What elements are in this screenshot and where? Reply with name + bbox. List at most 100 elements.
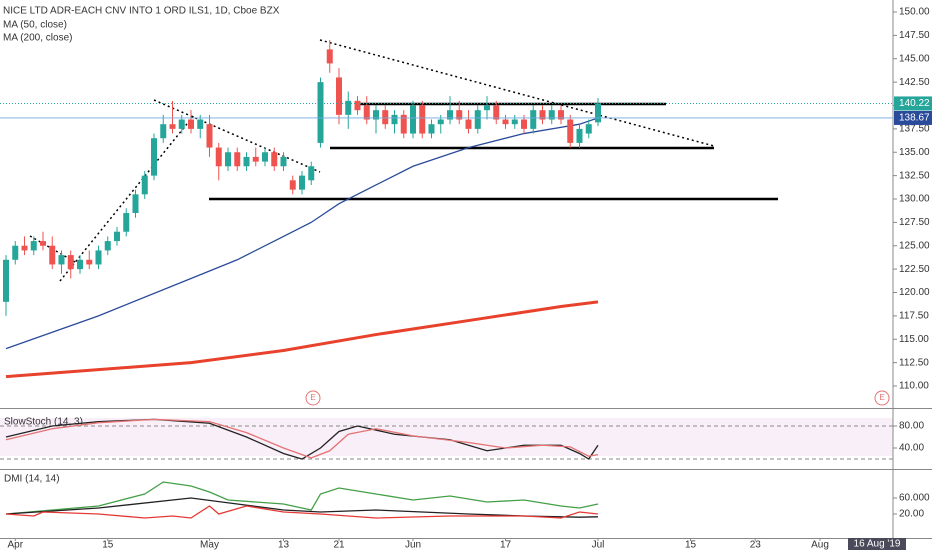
- candle-body: [400, 114, 407, 134]
- candle-body: [280, 156, 287, 167]
- y-tick-label: 132.50: [899, 170, 930, 181]
- drawings: [29, 39, 778, 282]
- cursor-date: 16 Aug '19: [854, 539, 901, 550]
- indicator-label: MA (50, close): [3, 20, 67, 31]
- y-tick-label: 117.50: [899, 311, 929, 322]
- x-tick-label: May: [200, 540, 219, 550]
- y-tick-label: 137.50: [899, 124, 930, 135]
- earnings-marker[interactable]: [305, 390, 321, 406]
- candle-body: [382, 110, 389, 125]
- candle-body: [141, 175, 148, 195]
- y-tick-label: 20.00: [899, 509, 924, 520]
- candle-body: [178, 119, 185, 129]
- y-tick-label: 80.00: [899, 421, 924, 432]
- candle-body: [289, 180, 296, 190]
- candle-body: [104, 241, 111, 251]
- candle-body: [132, 194, 139, 214]
- indicator-label: MA (200, close): [3, 33, 72, 44]
- candle-body: [95, 250, 102, 265]
- trend-line: [319, 39, 715, 147]
- candle-body: [326, 49, 333, 64]
- candle-body: [595, 103, 601, 123]
- x-tick-label: 21: [333, 540, 345, 550]
- candle-body: [530, 110, 537, 129]
- y-tick-label: 120.00: [899, 287, 930, 298]
- candle-body: [447, 110, 453, 120]
- candle-body: [30, 241, 37, 251]
- candle-body: [419, 105, 426, 134]
- price-label: 138.67: [899, 113, 930, 124]
- trend-line: [153, 99, 321, 173]
- candle-body: [567, 119, 574, 143]
- candle-body: [151, 138, 157, 176]
- y-tick-label: 147.50: [899, 30, 930, 41]
- earnings-marker[interactable]: [874, 390, 890, 406]
- candle-body: [539, 110, 546, 120]
- candle-body: [354, 100, 361, 111]
- candle-body: [299, 175, 305, 190]
- earnings-label[interactable]: E: [879, 393, 884, 402]
- y-tick-label: 130.00: [899, 194, 930, 205]
- x-tick-label: 15: [102, 540, 114, 550]
- trend-line: [59, 113, 196, 282]
- candle-body: [465, 119, 472, 129]
- candle-body: [576, 128, 583, 143]
- candle-body: [40, 241, 46, 246]
- candle-body: [114, 231, 120, 242]
- indicator-line: [5, 505, 599, 519]
- candle-body: [206, 124, 213, 148]
- candle-body: [49, 245, 56, 265]
- y-tick-label: 142.50: [899, 77, 930, 88]
- y-tick-label: 127.50: [899, 217, 930, 228]
- candle-body: [437, 119, 444, 125]
- candle-body: [521, 119, 527, 129]
- price-box: [894, 110, 932, 125]
- candle-body: [336, 77, 342, 115]
- candle-body: [86, 259, 93, 265]
- x-tick-label: 17: [500, 540, 512, 550]
- x-tick-label: 23: [750, 540, 762, 550]
- y-tick-label: 150.00: [899, 7, 930, 18]
- price-label: 140.22: [899, 98, 930, 109]
- candle-body: [474, 110, 481, 129]
- candle-body: [308, 166, 315, 181]
- price-box: [894, 96, 932, 111]
- candle-body: [456, 110, 463, 120]
- indicator-label: DMI (14, 14): [4, 474, 60, 485]
- y-tick-label: 125.00: [899, 240, 930, 251]
- candle-body: [493, 105, 500, 120]
- x-tick-label: Jun: [405, 540, 421, 550]
- symbol-title: NICE LTD ADR-EACH CNV INTO 1 ORD ILS1, 1…: [3, 6, 280, 17]
- y-tick-label: 135.00: [899, 147, 930, 158]
- x-tick-label: Aug: [811, 540, 829, 550]
- candle-body: [188, 119, 194, 129]
- candle-body: [511, 119, 518, 125]
- candle-body: [225, 152, 231, 167]
- candle-body: [548, 110, 555, 120]
- candle-body: [558, 110, 564, 120]
- y-tick-label: 60.000: [899, 493, 930, 504]
- candle-body: [77, 259, 83, 270]
- candle-body: [252, 156, 259, 162]
- candle-body: [58, 255, 65, 265]
- candle-body: [67, 255, 74, 270]
- y-tick-label: 145.00: [899, 53, 930, 64]
- candle-body: [197, 119, 204, 129]
- candle-body: [585, 124, 592, 134]
- x-tick-label: 13: [278, 540, 290, 550]
- candle-body: [484, 105, 490, 111]
- candle-body: [428, 124, 435, 134]
- candle-body: [363, 105, 370, 120]
- candle-body: [215, 147, 222, 167]
- earnings-label[interactable]: E: [310, 393, 315, 402]
- indicator-line: [5, 481, 599, 515]
- y-tick-label: 40.00: [899, 443, 924, 454]
- stoch-band: [0, 418, 893, 456]
- candle-body: [271, 152, 278, 167]
- y-tick-label: 112.50: [899, 357, 929, 368]
- candle-body: [391, 114, 398, 125]
- candle-body: [21, 245, 28, 251]
- candle-body: [234, 152, 241, 167]
- candle-body: [317, 82, 324, 143]
